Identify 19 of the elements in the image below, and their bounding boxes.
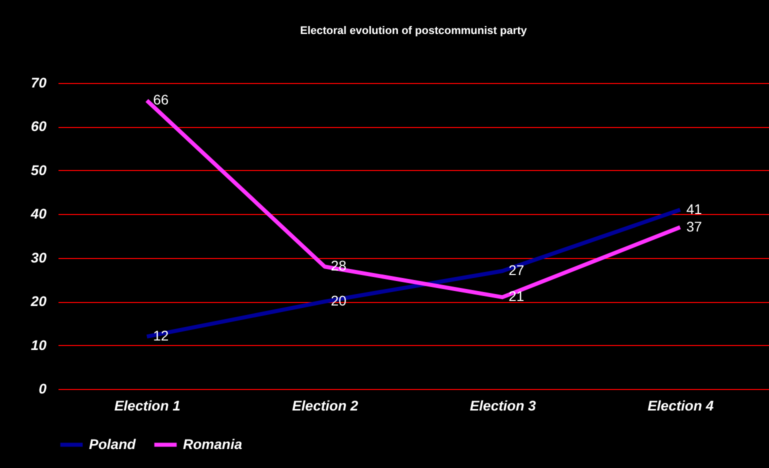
data-label: 66 — [153, 91, 169, 108]
y-tick-label: 50 — [30, 162, 47, 178]
line-series — [144, 208, 682, 339]
x-tick-label: Election 1 — [114, 398, 181, 414]
y-tick-label: 60 — [30, 118, 47, 134]
y-tick-label: 40 — [30, 206, 47, 222]
data-label: 37 — [686, 218, 702, 234]
y-tick-label: 70 — [30, 74, 47, 90]
x-tick-label: Election 3 — [470, 398, 536, 414]
y-tick-label: 0 — [38, 380, 47, 396]
x-tick-label: Election 2 — [292, 398, 358, 414]
data-label: 41 — [686, 200, 702, 217]
y-tick-label: 20 — [30, 293, 47, 310]
y-tick-label: 10 — [30, 336, 47, 353]
legend-label: Romania — [183, 436, 242, 452]
chart-title: Electoral evolution of postcommunist party — [300, 25, 528, 37]
x-tick-label: Election 4 — [648, 398, 714, 414]
legend-label: Poland — [89, 436, 136, 452]
y-tick-label: 30 — [30, 249, 47, 266]
